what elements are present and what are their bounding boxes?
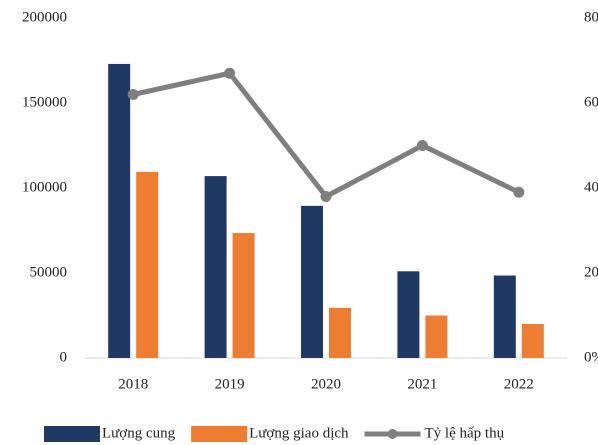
x-tick-label: 2021: [407, 376, 437, 392]
line-marker: [127, 89, 139, 100]
bar: [397, 271, 420, 358]
x-tick-label: 2018: [118, 376, 148, 392]
line: [132, 70, 520, 199]
x-tick-label: 2022: [504, 376, 534, 392]
legend-label: Tỷ lệ hấp thụ: [425, 425, 505, 441]
y2-tick-label: 0%: [584, 349, 598, 365]
legend-swatch-marker: [387, 429, 398, 439]
x-tick-label: 2020: [311, 376, 341, 392]
y-tick-label: 0: [60, 349, 68, 365]
y2-tick-label: 20: [584, 264, 598, 280]
bar: [493, 275, 516, 358]
y2-tick-label: 60: [584, 94, 598, 110]
y-tick-label: 150000: [22, 94, 67, 110]
line-marker: [513, 186, 525, 198]
bar: [232, 233, 255, 358]
x-tick-label: 2019: [215, 376, 245, 392]
bar: [204, 176, 227, 358]
y-tick-label: 50000: [30, 264, 68, 280]
line-marker: [320, 191, 332, 202]
legend-swatch: [191, 426, 248, 442]
y2-tick-label: 40: [584, 179, 598, 195]
y2-tick-label: 80: [584, 9, 598, 25]
legend-label: Lượng giao dịch: [249, 425, 349, 441]
bar: [108, 63, 131, 359]
y-tick-label: 200000: [22, 9, 67, 25]
bar: [301, 205, 323, 358]
line-marker: [224, 67, 236, 79]
bar: [136, 171, 159, 358]
bar: [329, 307, 351, 358]
line-marker: [416, 140, 428, 151]
y-tick-label: 100000: [22, 179, 67, 195]
legend-swatch: [44, 426, 100, 442]
legend-label: Lượng cung: [102, 425, 176, 441]
bar: [425, 315, 448, 358]
bar: [521, 324, 544, 358]
